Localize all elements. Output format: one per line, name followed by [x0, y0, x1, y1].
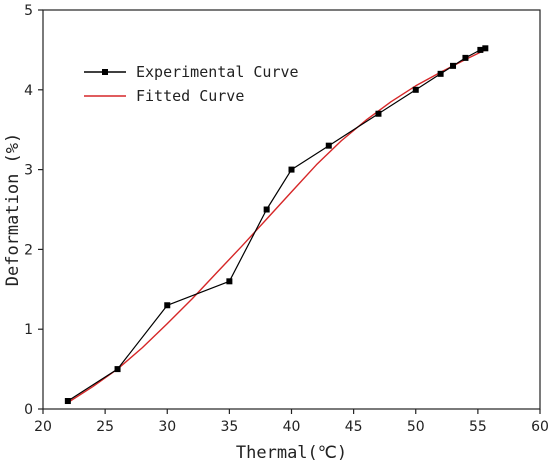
- legend-marker: [102, 69, 108, 75]
- data-point: [477, 46, 484, 53]
- x-tick-label: 55: [469, 419, 487, 435]
- x-tick-label: 45: [345, 419, 363, 435]
- legend-label-fitted: Fitted Curve: [136, 87, 244, 105]
- data-point: [263, 206, 270, 213]
- data-point: [412, 86, 419, 93]
- x-tick-label: 60: [531, 419, 549, 435]
- x-tick-label: 35: [220, 419, 238, 435]
- legend-label-experimental: Experimental Curve: [136, 63, 299, 81]
- x-axis-title: Thermal(℃): [236, 443, 347, 463]
- data-point: [462, 54, 469, 61]
- x-tick-label: 40: [283, 419, 301, 435]
- data-point: [482, 45, 489, 52]
- y-tick-label: 0: [24, 402, 33, 418]
- data-point: [114, 366, 121, 373]
- series-line-experimental: [67, 47, 486, 402]
- data-point: [375, 110, 382, 117]
- y-tick-label: 3: [24, 163, 33, 179]
- y-axis-title: Deformation (%): [3, 133, 23, 287]
- data-point: [450, 62, 457, 69]
- y-tick-label: 5: [24, 3, 33, 19]
- x-tick-label: 20: [34, 419, 52, 435]
- data-point: [164, 302, 171, 309]
- y-tick-label: 2: [24, 242, 33, 258]
- x-tick-label: 50: [407, 419, 425, 435]
- series-line-fitted: [67, 49, 486, 404]
- data-point: [437, 70, 444, 77]
- data-point: [226, 278, 233, 285]
- data-point: [325, 142, 332, 149]
- x-tick-label: 25: [96, 419, 114, 435]
- data-point: [64, 398, 71, 405]
- y-tick-label: 1: [24, 322, 33, 338]
- x-tick-label: 30: [158, 419, 176, 435]
- data-point: [288, 166, 295, 173]
- y-tick-label: 4: [24, 83, 33, 99]
